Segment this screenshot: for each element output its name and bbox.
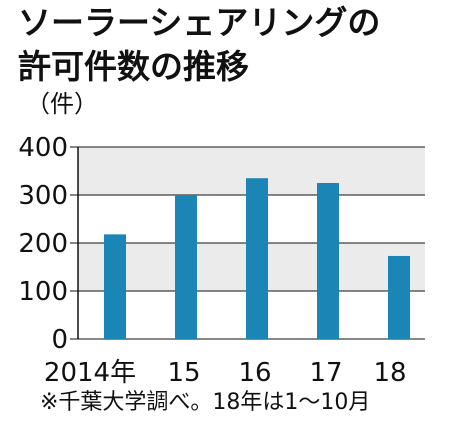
bar-2014年 — [104, 234, 126, 339]
bar-16 — [246, 178, 268, 339]
y-axis-unit-label: （件） — [26, 90, 98, 118]
y-tick-label: 100 — [18, 277, 68, 307]
y-tick-label: 0 — [51, 325, 68, 355]
bar-17 — [317, 183, 339, 339]
x-tick-label: 15 — [167, 358, 200, 388]
y-tick-label: 400 — [18, 133, 68, 163]
x-tick-label: 18 — [373, 358, 406, 388]
y-tick-label: 200 — [18, 229, 68, 259]
chart-title-line-1: ソーラーシェアリングの — [18, 3, 381, 42]
x-tick-label: 17 — [309, 358, 342, 388]
bar-18 — [388, 255, 410, 339]
bar-15 — [175, 195, 197, 339]
chart-title-line-2: 許可件数の推移 — [18, 47, 249, 86]
x-tick-label: 2014年 — [44, 358, 136, 388]
source-note: ※千葉大学調べ。18年は1～10月 — [40, 390, 371, 415]
y-tick-label: 300 — [18, 181, 68, 211]
x-tick-label: 16 — [238, 358, 271, 388]
